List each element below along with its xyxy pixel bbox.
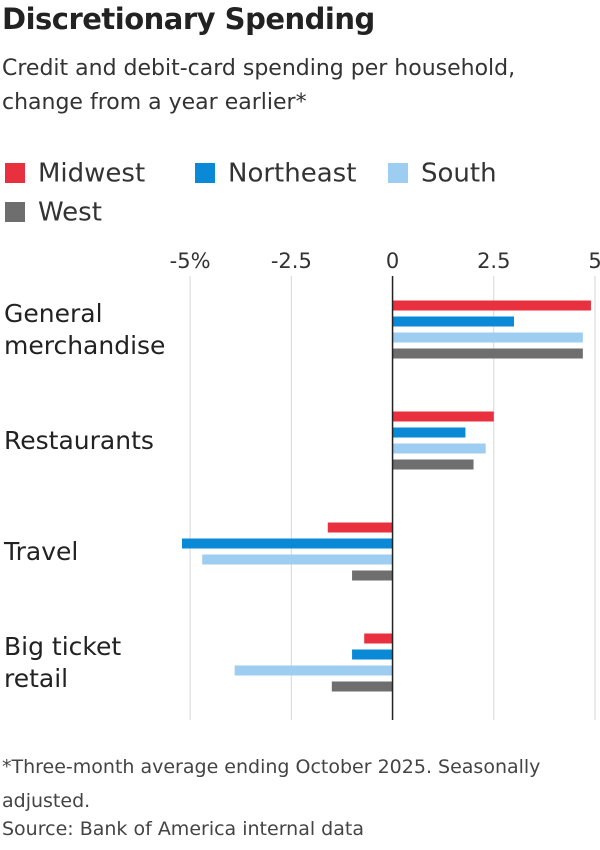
bar <box>392 348 583 359</box>
chart-subtitle: Credit and debit-card spending per house… <box>2 56 516 115</box>
footnote: *Three-month average ending October 2025… <box>2 756 541 812</box>
bar <box>331 681 393 692</box>
category-label: General merchandise <box>4 298 166 360</box>
bar <box>234 665 393 676</box>
category-label: Big ticket retail <box>4 631 122 693</box>
bar <box>392 332 583 343</box>
legend-swatch <box>5 202 25 222</box>
bar <box>364 633 393 644</box>
legend-label: Northeast <box>228 159 356 189</box>
category-label: Restaurants <box>4 425 154 455</box>
legend-label: Midwest <box>38 159 145 189</box>
bar <box>392 443 486 454</box>
bar <box>392 411 494 422</box>
bar <box>182 538 393 549</box>
legend-swatch <box>195 163 215 183</box>
legend-swatch <box>388 163 408 183</box>
x-tick-label: 2.5 <box>477 249 510 273</box>
legend-label: West <box>38 198 102 228</box>
bar <box>352 649 393 660</box>
category-label: Travel <box>4 536 79 566</box>
x-tick-label: 5 <box>588 249 600 273</box>
chart-title: Discretionary Spending <box>2 2 375 36</box>
legend-swatch <box>5 163 25 183</box>
bar <box>392 316 515 327</box>
bar <box>202 554 393 565</box>
x-tick-label: -2.5 <box>271 249 312 273</box>
bar <box>392 459 474 470</box>
bar <box>392 300 591 311</box>
x-tick-label: 0 <box>386 249 399 273</box>
bar <box>352 570 393 581</box>
source: Source: Bank of America internal data <box>2 818 364 840</box>
bar <box>392 427 466 438</box>
legend-label: South <box>421 159 497 189</box>
bar <box>327 522 393 533</box>
x-tick-label: -5% <box>170 249 211 273</box>
